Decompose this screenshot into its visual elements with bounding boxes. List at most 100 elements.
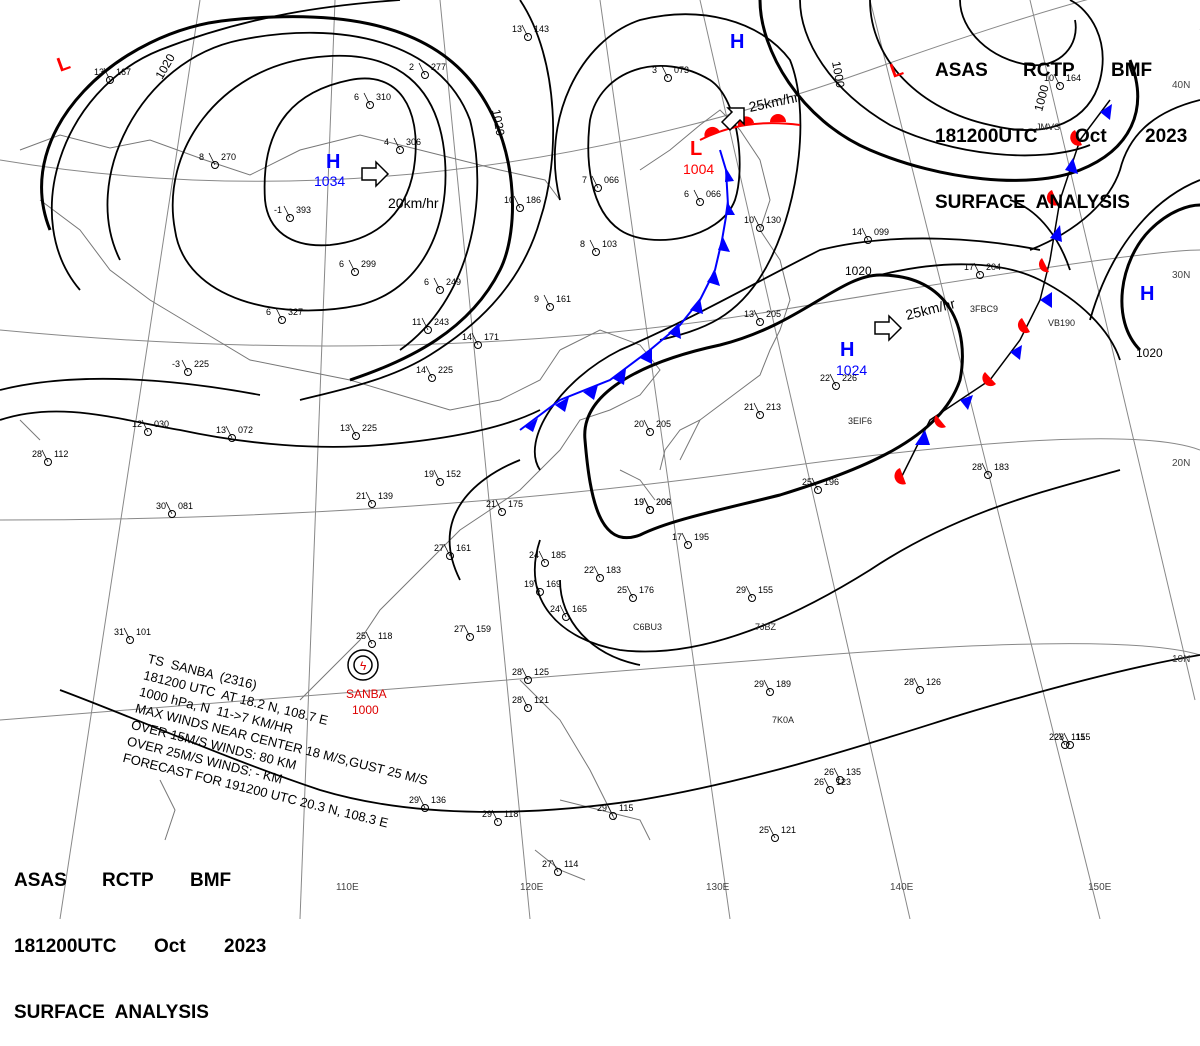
station-plot: 6 327 (266, 307, 303, 324)
motion-arrows (361, 107, 903, 342)
header-code1: ASAS (935, 60, 988, 81)
wind-barb (418, 795, 426, 809)
ship-id: VB190 (1048, 318, 1075, 328)
isobar-label: 1000 (1031, 83, 1052, 113)
high-ne-symbol: H (1140, 283, 1154, 305)
station-circle (646, 428, 654, 436)
high-central-value: 1024 (836, 362, 867, 378)
station-pressure: 175 (508, 499, 523, 509)
station-circle (351, 268, 359, 276)
header-code1: ASAS (14, 870, 67, 891)
station-temp: 29 (597, 803, 607, 813)
station-plot: 13 225 (340, 423, 377, 440)
wind-barb (606, 803, 614, 817)
wind-barb (225, 425, 233, 439)
station-temp: 3 (652, 65, 657, 75)
station-pressure: 125 (534, 667, 549, 677)
station-pressure: 204 (986, 262, 1001, 272)
ship-id: 3FBC9 (970, 304, 998, 314)
surface-analysis-map: 1020 1020 1020 1020 1000 1000 (0, 0, 1200, 919)
station-circle (228, 434, 236, 442)
station-circle (592, 248, 600, 256)
station-pressure: 136 (431, 795, 446, 805)
station-plot: 29 155 (736, 585, 773, 602)
station-circle (832, 382, 840, 390)
station-circle (524, 676, 532, 684)
station-temp: 2 (409, 62, 414, 72)
station-plot: 6 299 (339, 259, 376, 276)
wind-barb (823, 777, 831, 791)
station-plot: 22 226 (820, 373, 857, 390)
station-pressure: 066 (604, 175, 619, 185)
station-temp: 13 (340, 423, 350, 433)
station-temp: 27 (454, 624, 464, 634)
station-circle (366, 101, 374, 109)
station-pressure: 277 (431, 62, 446, 72)
station-circle (771, 834, 779, 842)
station-circle (446, 552, 454, 560)
station-circle (1061, 741, 1069, 749)
header-year: 2023 (224, 936, 267, 957)
header-bottom-left: ASAS RCTP BMF 181200UTC Oct 2023 SURFACE… (14, 826, 266, 1046)
station-circle (546, 303, 554, 311)
isobar-label: 1000 (829, 60, 847, 89)
station-plot: 25 196 (802, 477, 839, 494)
wind-barb (421, 317, 429, 331)
station-plot: 11 243 (412, 317, 449, 334)
station-temp: 29 (754, 679, 764, 689)
station-plot: 19 206 (634, 497, 671, 514)
station-plot: 14 099 (852, 227, 889, 244)
station-circle (748, 594, 756, 602)
station-circle (524, 704, 532, 712)
station-plot: 30 081 (156, 501, 193, 518)
station-pressure: 121 (781, 825, 796, 835)
wind-barb (973, 262, 981, 276)
station-plot: 10 186 (504, 195, 541, 212)
station-circle (278, 316, 286, 324)
station-plot: 19 152 (424, 469, 461, 486)
wind-barb (433, 277, 441, 291)
wind-barb (433, 469, 441, 483)
station-plot: 28 112 (32, 449, 68, 466)
station-circle (436, 478, 444, 486)
wind-barb (349, 423, 357, 437)
station-temp: 7 (582, 175, 587, 185)
station-plot: 8 270 (199, 152, 236, 169)
station-temp: 10 (504, 195, 514, 205)
station-pressure: 115 (619, 803, 633, 813)
station-temp: 4 (384, 137, 389, 147)
station-temp: 26 (814, 777, 824, 787)
wind-barb (643, 419, 651, 433)
station-plot: 24 165 (550, 604, 587, 621)
ship-id: 3EIF6 (848, 416, 872, 426)
station-pressure: 189 (776, 679, 791, 689)
station-circle (144, 428, 152, 436)
station-pressure: 130 (766, 215, 781, 225)
station-temp: 21 (486, 499, 496, 509)
high-nw-value: 1034 (314, 173, 345, 189)
high-north-symbol: H (730, 31, 744, 53)
station-pressure: 205 (656, 419, 671, 429)
station-circle (106, 76, 114, 84)
station-plot: 19 169 (524, 579, 561, 596)
station-plot: 28 121 (512, 695, 549, 712)
wind-barb (521, 24, 529, 38)
header-code3: BMF (1111, 60, 1153, 81)
lon-label: 140E (890, 882, 914, 893)
header-code3: BMF (190, 870, 232, 891)
station-pressure: 299 (361, 259, 376, 269)
station-pressure: 213 (766, 402, 781, 412)
wind-barb (495, 499, 503, 513)
station-plot: 17 204 (964, 262, 1001, 279)
stationary-front-east (894, 99, 1112, 485)
station-plot: 6 310 (354, 92, 391, 109)
station-pressure: 164 (1066, 73, 1081, 83)
station-temp: 21 (356, 491, 366, 501)
station-plot: 25 118 (356, 631, 392, 648)
station-pressure: 139 (378, 491, 393, 501)
station-pressure: 176 (639, 585, 654, 595)
wind-barb (559, 604, 567, 618)
header-month: Oct (1075, 126, 1107, 147)
station-temp: 19 (524, 579, 534, 589)
station-circle (609, 812, 617, 820)
